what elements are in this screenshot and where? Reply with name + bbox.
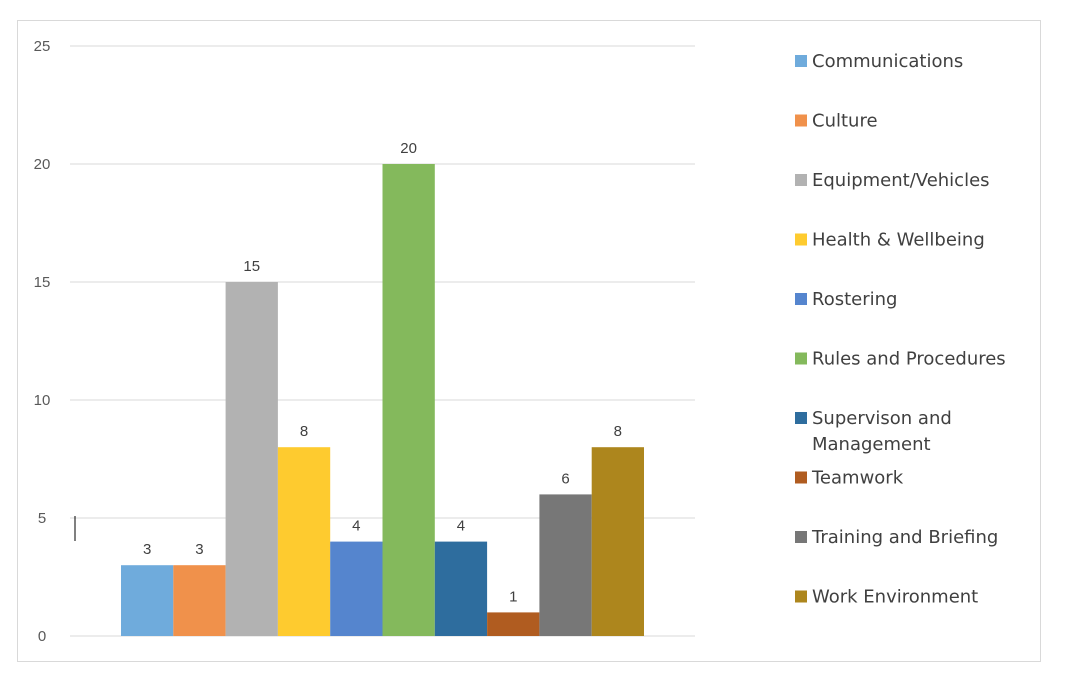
y-tick-label: 15 — [34, 274, 51, 291]
legend-swatch — [795, 531, 807, 543]
legend-label: Health & Wellbeing — [812, 230, 985, 251]
data-label: 1 — [509, 588, 517, 605]
legend-item: Equipment/Vehicles — [795, 170, 990, 191]
bar — [225, 282, 278, 636]
legend-swatch — [795, 590, 807, 603]
bar — [277, 447, 331, 636]
y-tick-label: 0 — [38, 628, 46, 645]
bar — [434, 541, 488, 636]
legend-label: Culture — [812, 111, 878, 132]
legend-item: Training and Briefing — [795, 527, 998, 548]
legend-swatch — [795, 352, 807, 365]
chart-frame — [17, 20, 1041, 662]
legend-label: Communications — [812, 51, 963, 72]
data-label: 6 — [561, 470, 569, 487]
legend-label: Teamwork — [811, 468, 904, 489]
bar — [487, 612, 540, 636]
bar — [539, 494, 592, 636]
data-label: 20 — [400, 140, 417, 157]
legend-item: Work Environment — [795, 587, 978, 608]
y-tick-label: 20 — [34, 156, 51, 173]
legend-label: Rules and Procedures — [812, 349, 1006, 370]
data-label: 15 — [243, 258, 260, 275]
bar — [173, 565, 226, 636]
legend-label: Work Environment — [812, 587, 978, 608]
legend-swatch — [795, 233, 807, 246]
legend-item: Communications — [795, 51, 963, 72]
y-axis-ticks: 0 5 10 15 20 25 — [34, 38, 51, 645]
legend-item: Culture — [795, 111, 878, 132]
data-labels: 3 3 15 8 4 20 4 1 6 8 — [143, 140, 622, 605]
data-label: 4 — [457, 518, 465, 535]
bar — [591, 447, 644, 636]
y-tick-label: 5 — [38, 510, 46, 527]
legend-item: Health & Wellbeing — [795, 230, 985, 251]
bars — [121, 164, 644, 636]
bar — [382, 164, 435, 636]
bar — [121, 565, 174, 636]
legend: Communications Culture Equipment/Vehicles H… — [795, 51, 1006, 608]
data-label: 8 — [614, 423, 622, 440]
data-label: 8 — [300, 423, 308, 440]
legend-label: Training and Briefing — [811, 527, 998, 548]
y-tick-label: 25 — [34, 38, 51, 55]
legend-swatch — [795, 412, 807, 424]
data-label: 4 — [352, 518, 360, 535]
data-label: 3 — [143, 541, 151, 558]
legend-swatch — [795, 293, 807, 305]
legend-item: Supervison and Management — [795, 408, 952, 455]
legend-item: Teamwork — [795, 468, 904, 489]
legend-swatch — [795, 471, 807, 484]
legend-swatch — [795, 114, 807, 127]
y-tick-label: 10 — [34, 392, 51, 409]
data-label: 3 — [195, 541, 203, 558]
legend-item: Rules and Procedures — [795, 349, 1006, 370]
legend-swatch — [795, 55, 807, 67]
legend-item: Rostering — [795, 289, 897, 310]
legend-label: Equipment/Vehicles — [812, 170, 990, 191]
bar — [330, 541, 383, 636]
legend-label: Rostering — [812, 289, 897, 310]
legend-label: Supervison and Management — [812, 408, 952, 455]
legend-swatch — [795, 174, 807, 186]
